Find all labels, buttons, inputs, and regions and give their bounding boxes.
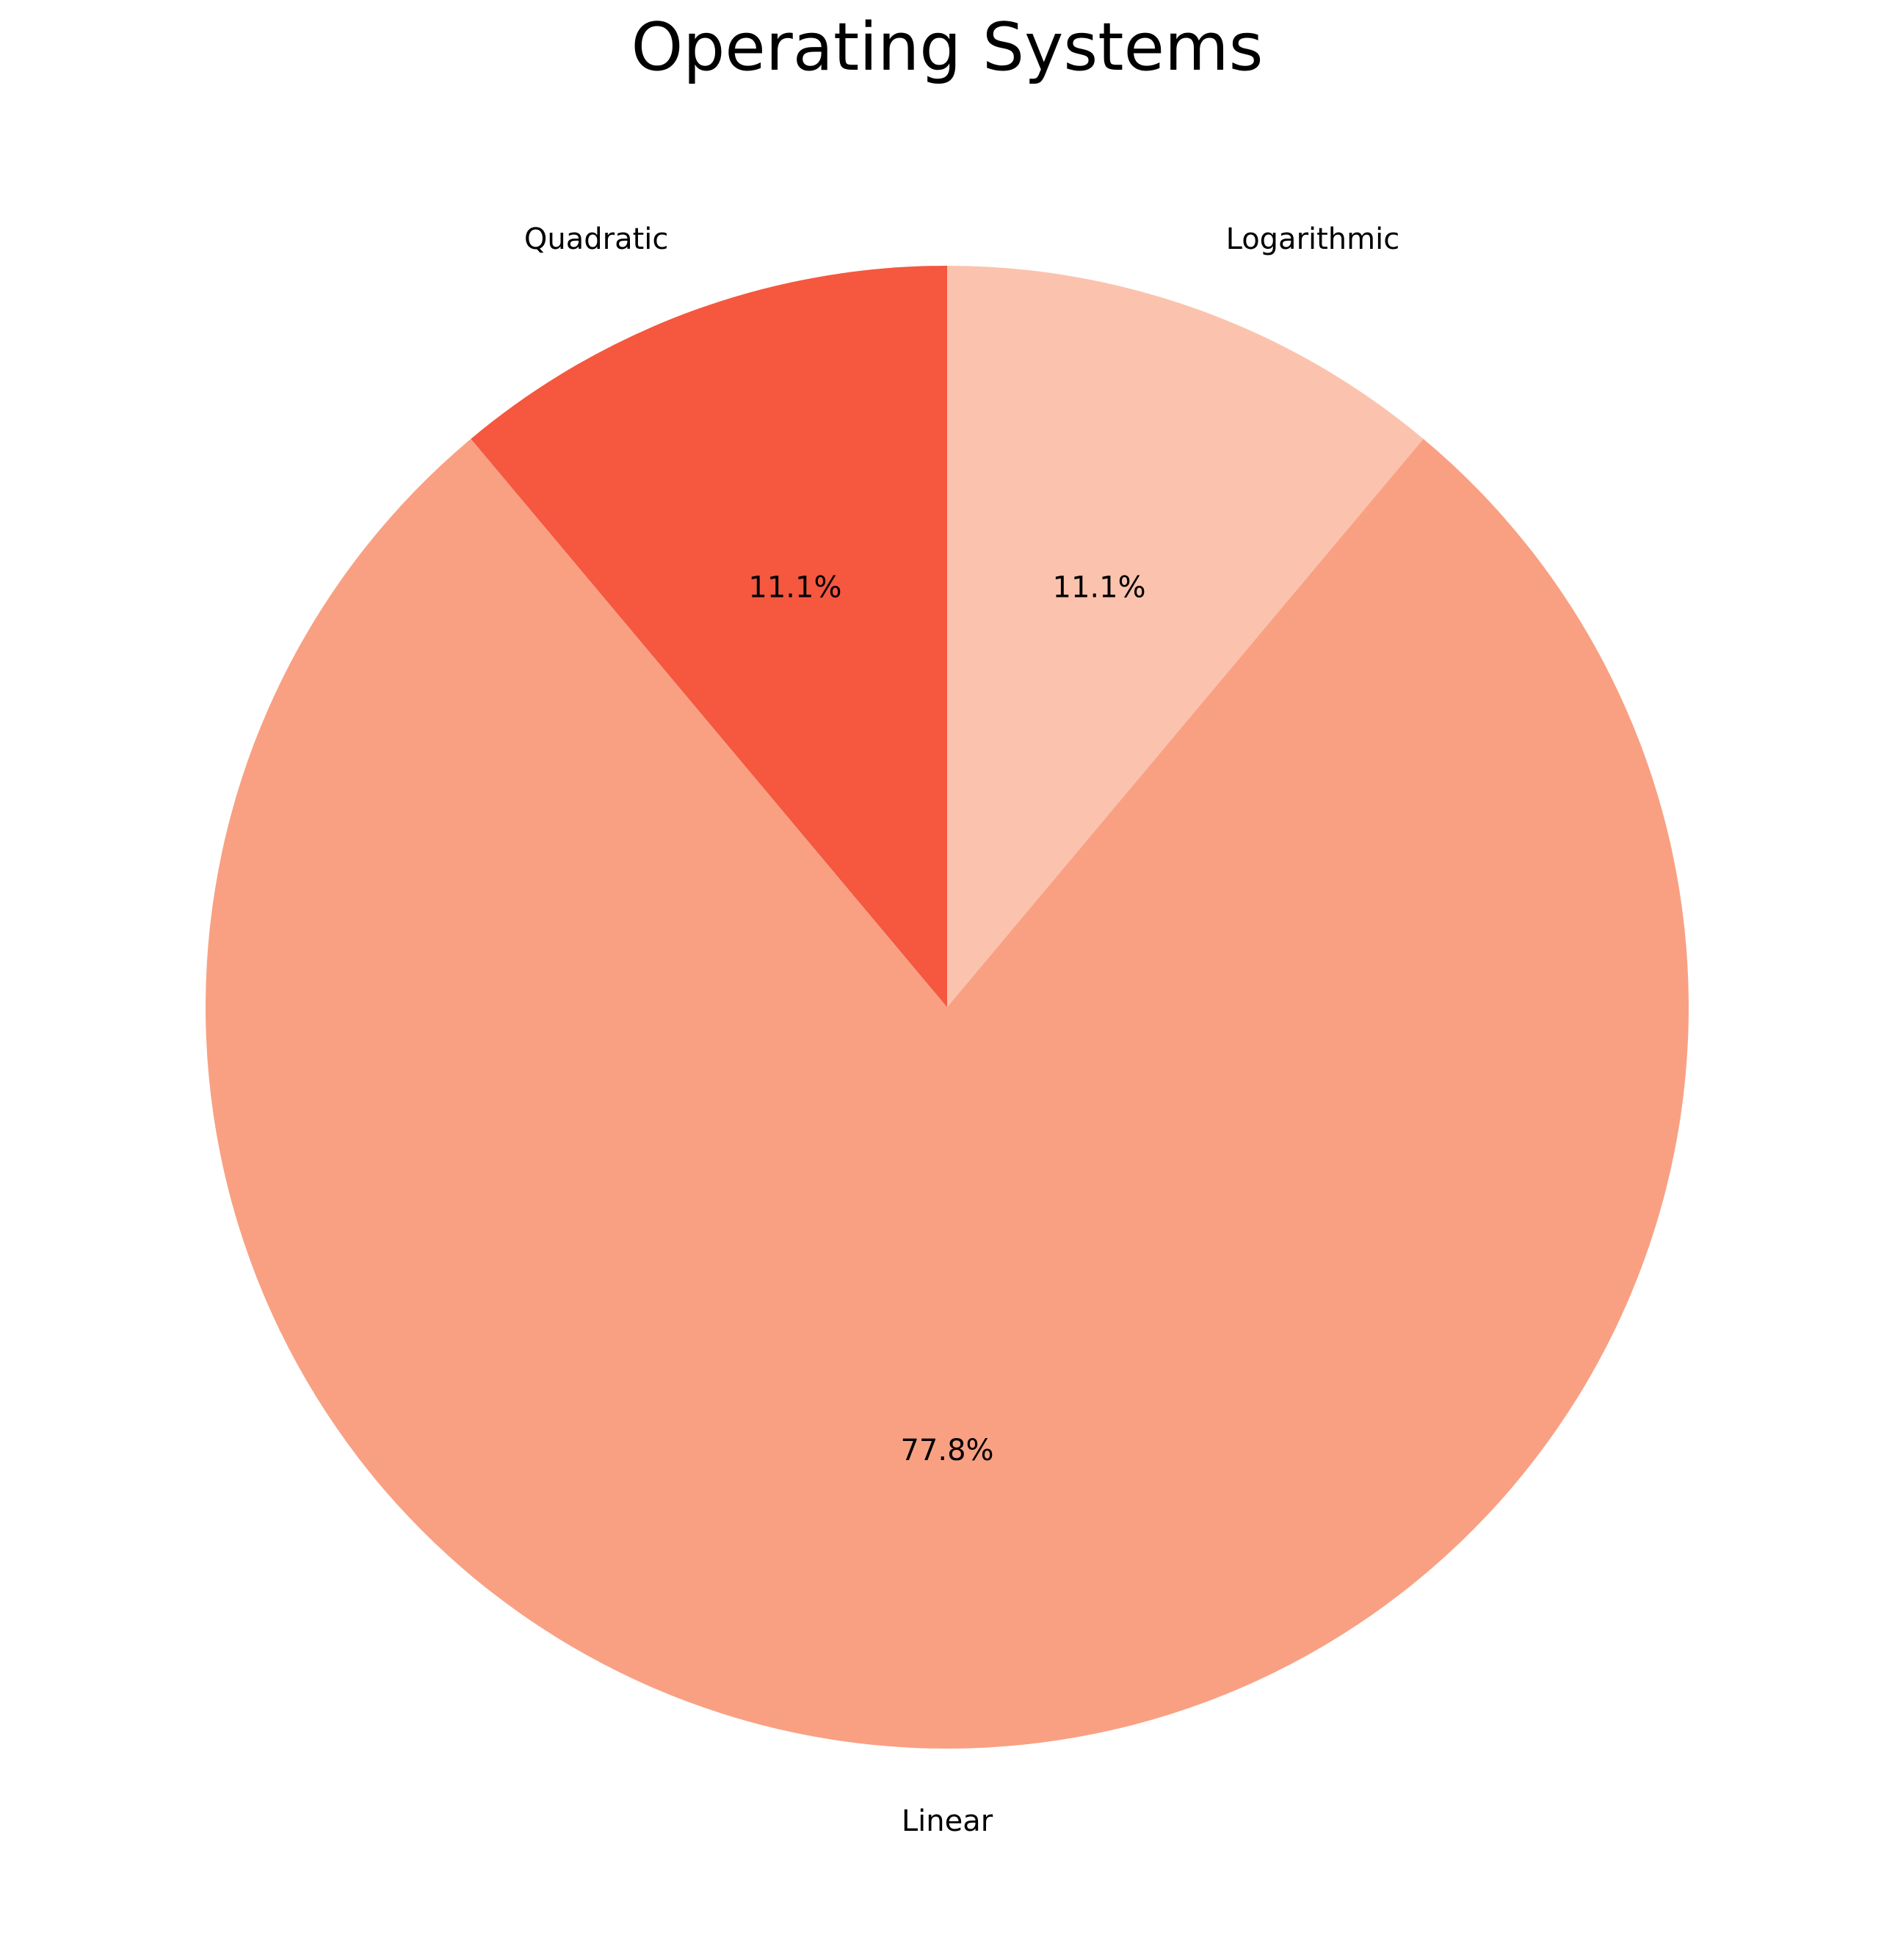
pie-labels: Logarithmic 11.1% Linear 77.8% Quadratic 11.1… xyxy=(524,222,1399,1838)
pie-slices xyxy=(206,266,1689,1749)
pie-value-label-logarithmic: 11.1% xyxy=(1053,570,1146,604)
chart-title: Operating Systems xyxy=(631,9,1263,86)
pie-label-quadratic: Quadratic xyxy=(524,222,668,256)
pie-slice-linear xyxy=(206,438,1689,1749)
pie-value-label-quadratic: 11.1% xyxy=(748,570,841,604)
pie-label-linear: Linear xyxy=(902,1804,993,1838)
pie-value-label-linear: 77.8% xyxy=(900,1434,993,1467)
pie-label-logarithmic: Logarithmic xyxy=(1226,222,1400,256)
pie-slice-logarithmic xyxy=(947,266,1424,1007)
pie-slice-quadratic xyxy=(471,266,947,1007)
